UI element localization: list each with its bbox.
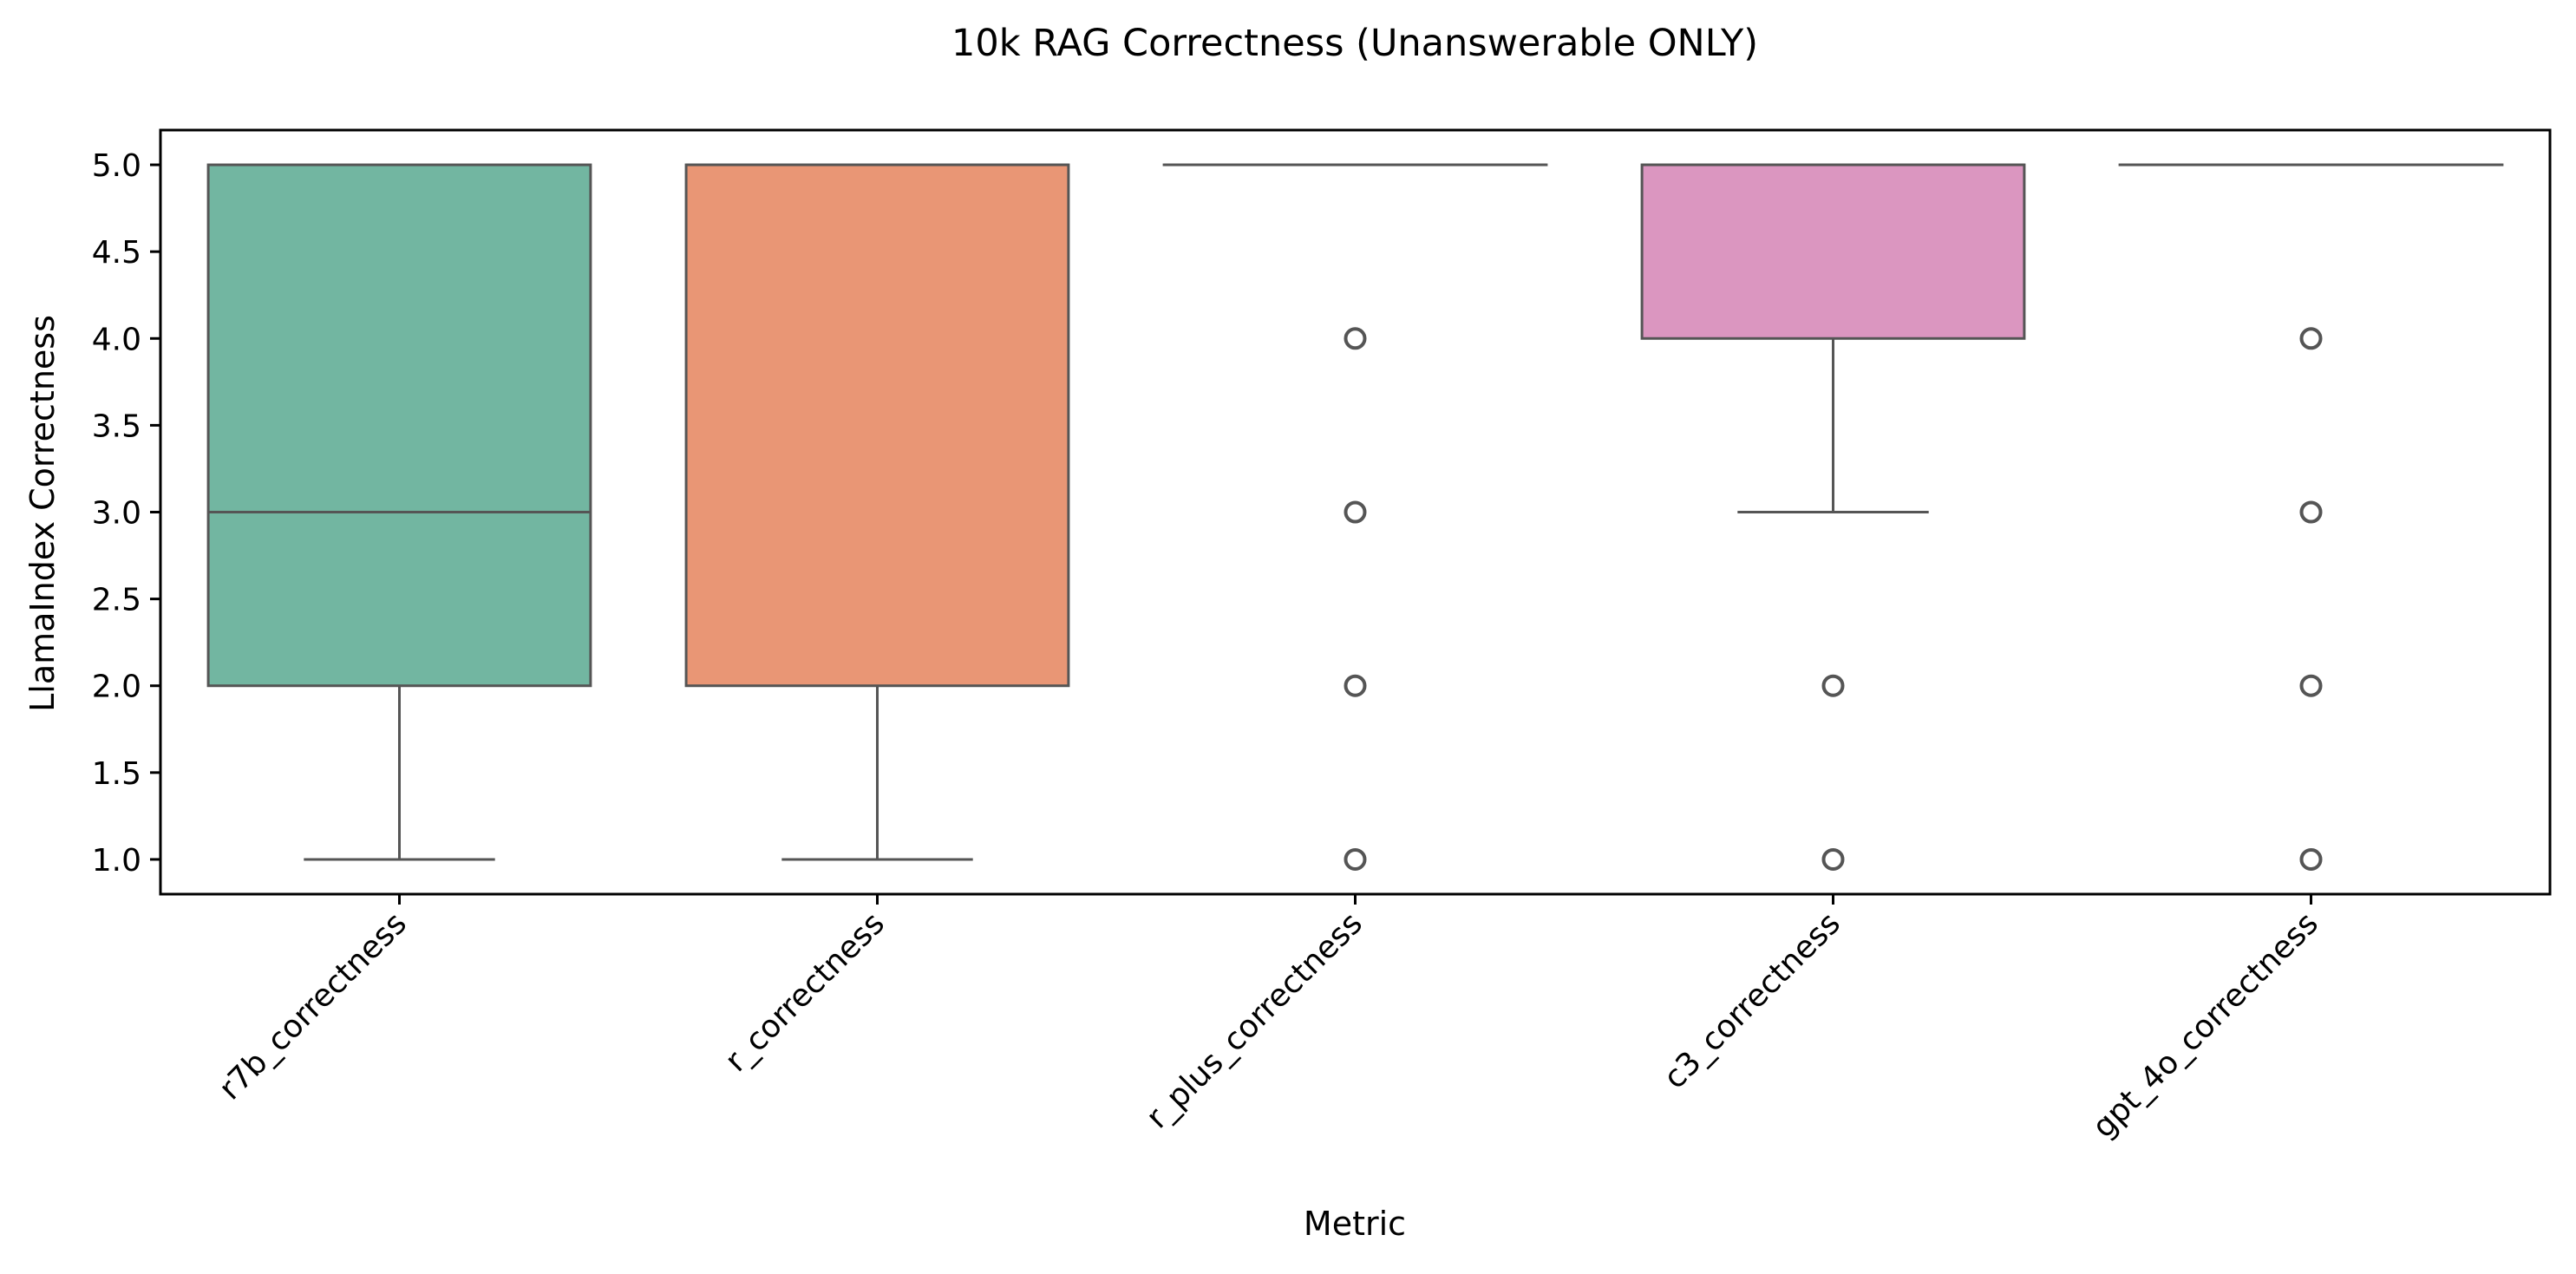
- outlier-point: [1346, 329, 1365, 348]
- box-body: [686, 165, 1069, 686]
- outlier-point: [2302, 676, 2321, 696]
- plot-area: 1.0 1.5 2.0 2.5 3.0 3.5 4.0 4.5 5.0 r7b_correctne…: [92, 148, 2502, 1145]
- box-body: [208, 165, 591, 686]
- outlier-point: [1824, 850, 1843, 869]
- outlier-point: [1346, 676, 1365, 696]
- chart-title: 10k RAG Correctness (Unanswerable ONLY): [951, 22, 1758, 65]
- y-tick-label: 3.0: [92, 496, 141, 532]
- y-tick-label: 4.5: [92, 235, 141, 271]
- outlier-point: [2302, 503, 2321, 522]
- x-axis-label: Metric: [1304, 1205, 1406, 1243]
- x-tick-label: c3_correctness: [1657, 905, 1847, 1095]
- outlier-point: [1824, 676, 1843, 696]
- box-body: [1642, 165, 2024, 338]
- outlier-point: [1346, 850, 1365, 869]
- y-tick-label: 1.5: [92, 756, 141, 792]
- y-tick-label: 4.0: [92, 322, 141, 357]
- y-tick-label: 1.0: [92, 843, 141, 879]
- x-tick-label: r7b_correctness: [212, 905, 414, 1107]
- outlier-point: [2302, 850, 2321, 869]
- outlier-point: [1346, 503, 1365, 522]
- y-tick-label: 5.0: [92, 148, 141, 184]
- x-tick-label: r_plus_correctness: [1140, 905, 1370, 1135]
- y-tick-label: 2.5: [92, 583, 141, 618]
- y-tick-label: 2.0: [92, 670, 141, 705]
- x-tick-label: gpt_4o_correctness: [2086, 905, 2325, 1145]
- outlier-point: [2302, 329, 2321, 348]
- y-axis-label: LlamaIndex Correctness: [23, 315, 62, 712]
- y-tick-label: 3.5: [92, 408, 141, 444]
- x-tick-label: r_correctness: [718, 905, 892, 1079]
